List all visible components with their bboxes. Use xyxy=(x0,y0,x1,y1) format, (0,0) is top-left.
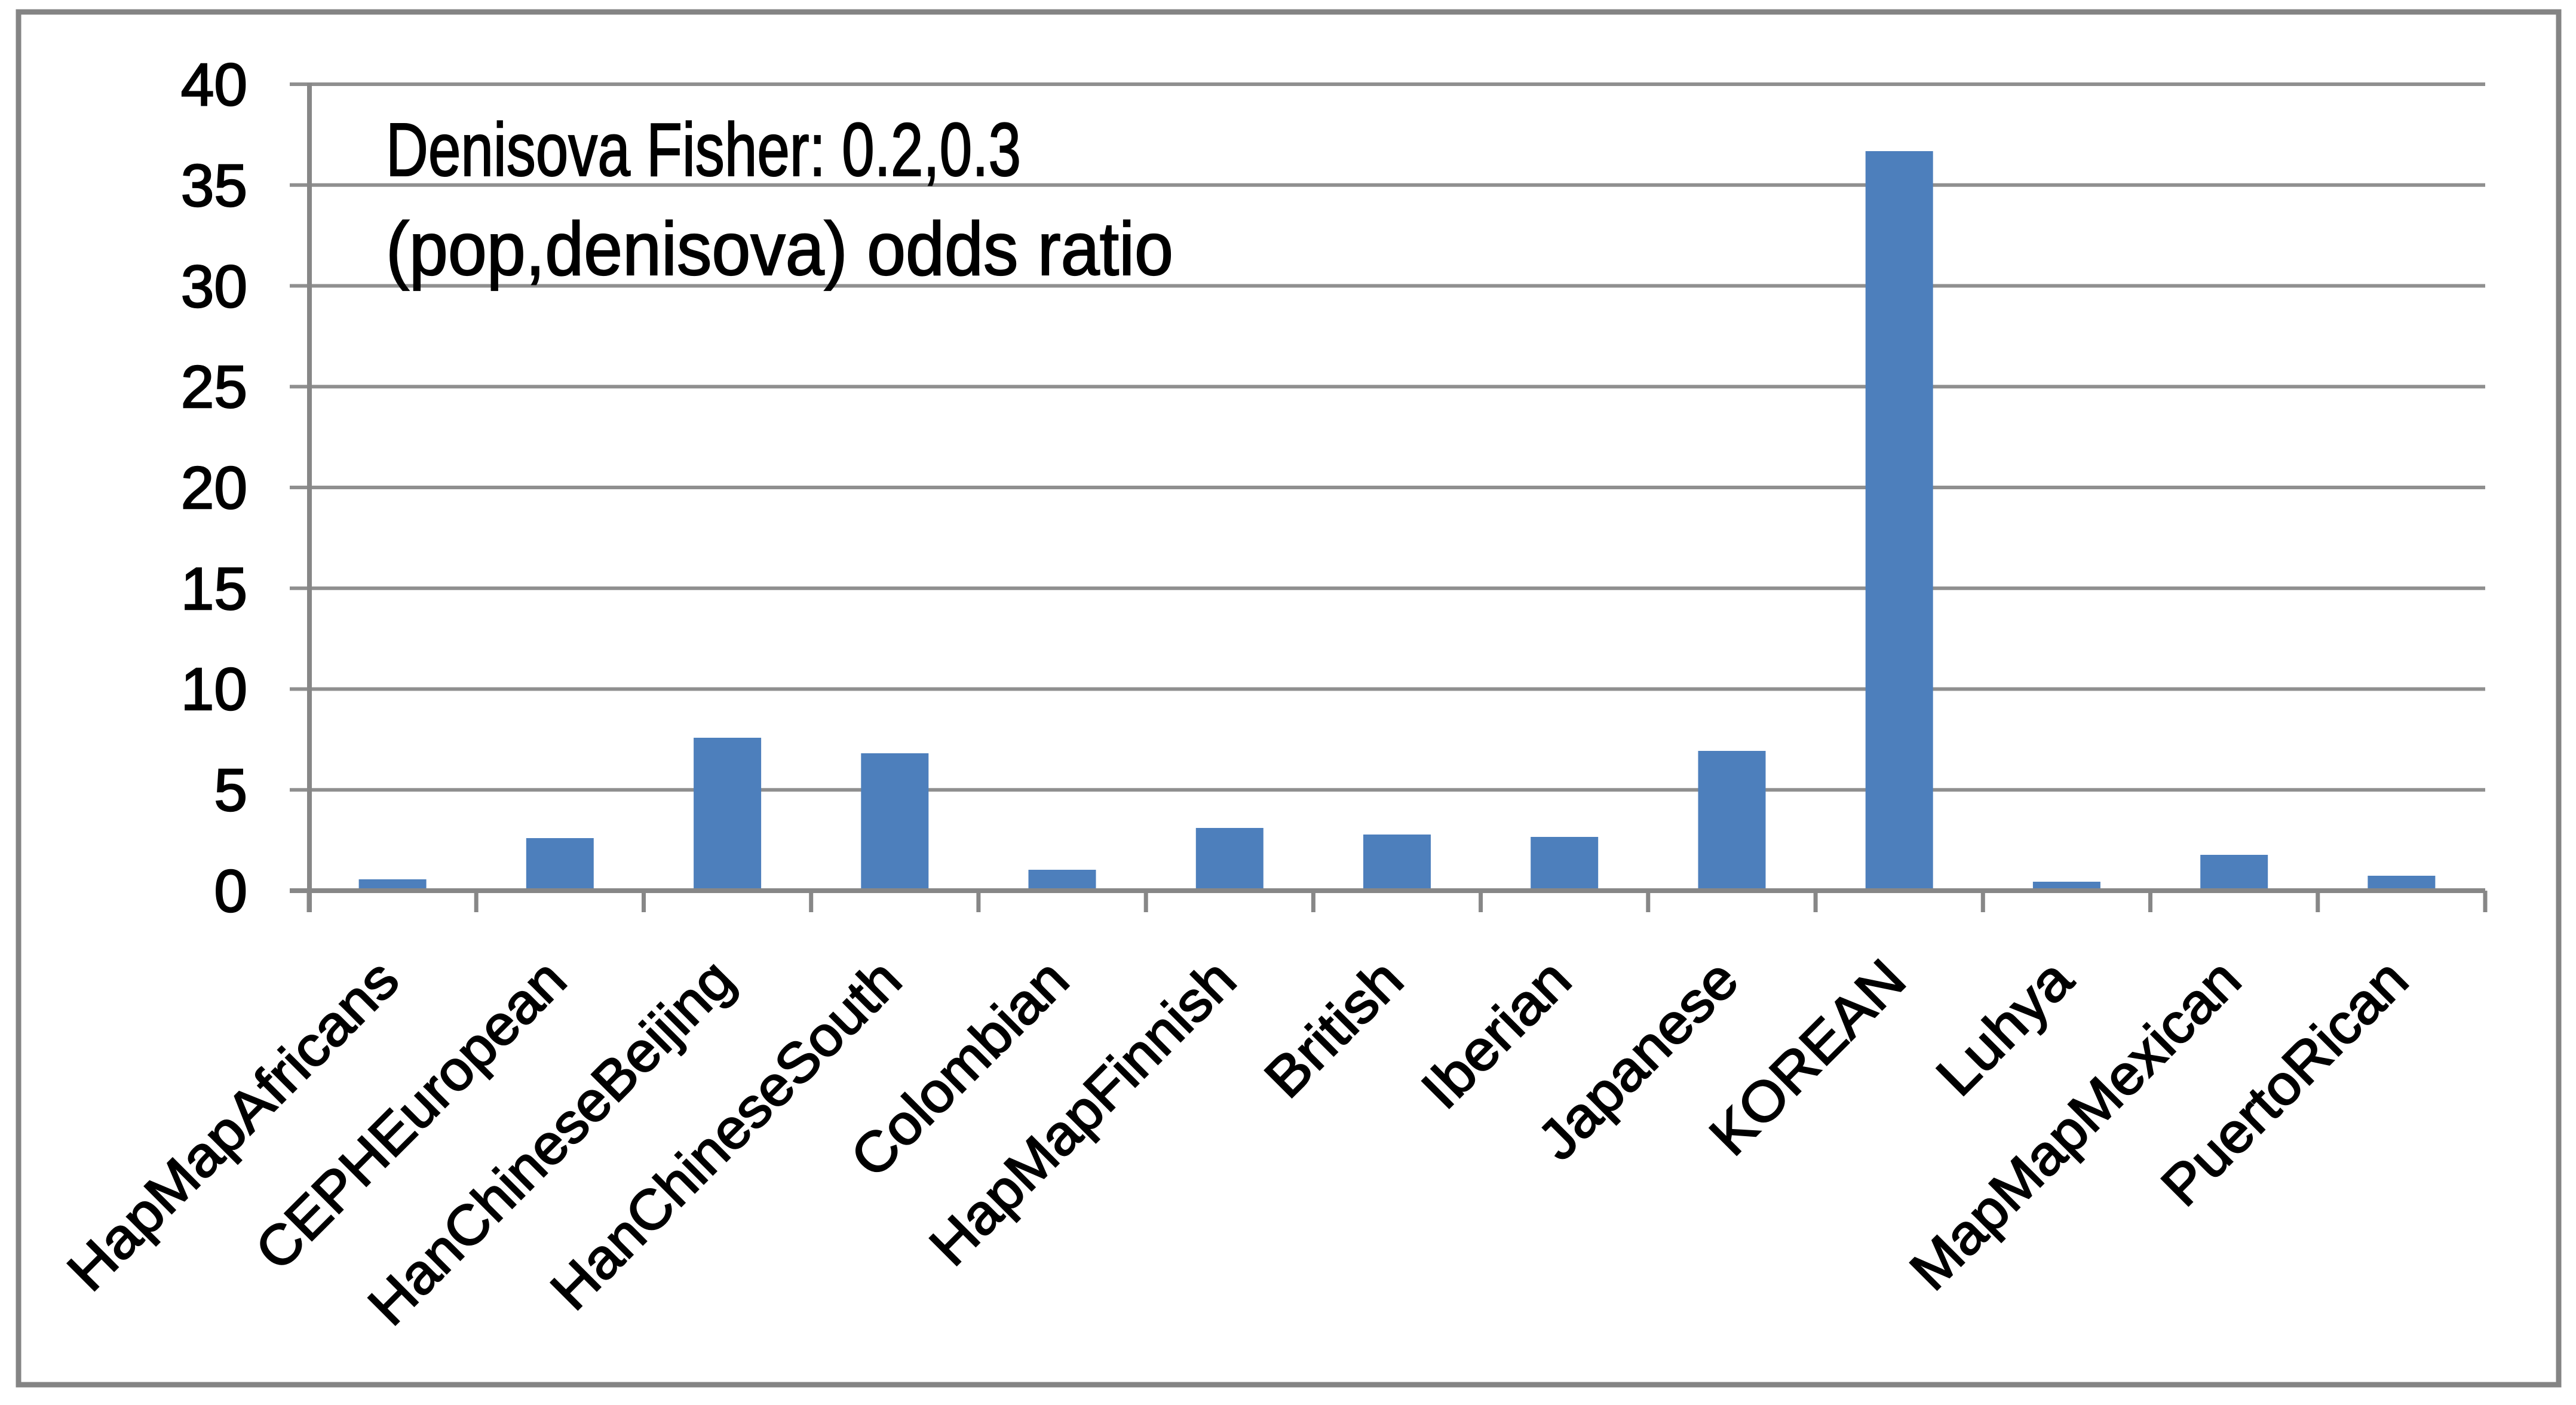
svg-text:25: 25 xyxy=(181,354,247,421)
svg-text:(pop,denisova) odds ratio: (pop,denisova) odds ratio xyxy=(386,207,1173,291)
svg-text:0: 0 xyxy=(214,858,247,925)
svg-text:5: 5 xyxy=(214,757,247,824)
svg-text:15: 15 xyxy=(181,556,247,622)
svg-text:35: 35 xyxy=(181,152,247,219)
svg-text:Denisova Fisher: 0.2,0.3: Denisova Fisher: 0.2,0.3 xyxy=(386,108,1021,192)
svg-text:10: 10 xyxy=(181,656,247,723)
svg-text:30: 30 xyxy=(181,253,247,320)
svg-text:40: 40 xyxy=(181,51,247,118)
svg-text:20: 20 xyxy=(181,455,247,521)
